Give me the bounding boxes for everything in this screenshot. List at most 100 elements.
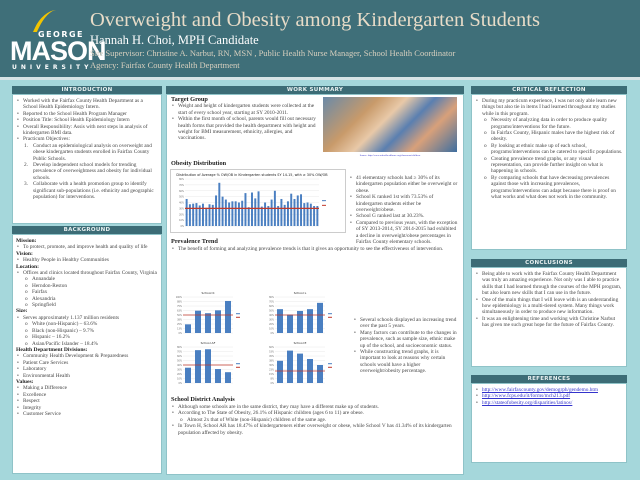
bar	[195, 310, 201, 333]
work-summary-heading: WORK SUMMARY	[166, 86, 464, 94]
y-tick-label: 40%	[177, 364, 182, 367]
district-analysis-label: School District Analysis	[171, 396, 235, 403]
target-item: Weight and height of kindergarten studen…	[171, 103, 319, 116]
bar	[309, 203, 312, 226]
location-label: Location:	[16, 263, 39, 270]
y-tick-label: 100%	[176, 296, 182, 299]
bar	[195, 350, 201, 383]
legend-swatch	[328, 366, 332, 368]
trend-charts: School K 0% 13% 25% 38% 50% 63% 75% 88% 100% Schoo…	[171, 291, 351, 391]
district-item: In Town H, School AR has 18.47% of kinde…	[171, 423, 461, 436]
y-tick-label: 40%	[269, 314, 274, 317]
y-tick-label: 25%	[177, 323, 182, 326]
y-tick-label: 38%	[177, 319, 182, 322]
location-item: Herndon-Reston	[16, 283, 158, 290]
location-text: Offices and clinics located throughout F…	[16, 270, 158, 277]
reflection-item: By looking at ethnic make up of each sch…	[475, 143, 623, 156]
legend-swatch	[328, 363, 332, 365]
reference-link[interactable]: http://www.fcps.edu/it/forms/mch213.pdf	[482, 393, 571, 400]
value-item: Excellence	[16, 392, 158, 399]
demographic-item: Hispanic – 16.2%	[16, 334, 158, 341]
legend-swatch	[236, 366, 240, 368]
children-photo	[323, 97, 457, 152]
demographic-item: White (non-Hispanic) – 63.6%	[16, 321, 158, 328]
poster-header: GEORGE MASON UNIVERSITY Overweight and O…	[0, 0, 640, 80]
division-item: Environmental Health	[16, 373, 158, 380]
bar	[198, 205, 201, 226]
y-tick-label: 80%	[179, 178, 184, 181]
references-panel: http://www.fairfaxcounty.gov/demogrph/ge…	[471, 383, 627, 463]
bar	[241, 200, 244, 226]
bar	[251, 192, 253, 226]
background-heading: BACKGROUND	[12, 226, 162, 234]
y-tick-label: 10%	[177, 378, 182, 381]
agency: Agency: Fairfax County Health Department	[90, 60, 240, 70]
y-tick-label: 8%	[271, 378, 274, 381]
reflection-intro: During my practicum experience, I was no…	[475, 98, 623, 117]
location-item: Alexandria	[16, 296, 158, 303]
reflection-item: Creating prevalence trend graphs, or any…	[475, 156, 623, 175]
bar	[303, 203, 306, 226]
bar	[224, 199, 227, 226]
bar	[264, 202, 267, 226]
y-tick-label: 10%	[269, 328, 274, 331]
list-number: 3.	[24, 181, 28, 188]
bar	[296, 195, 299, 226]
district-item: According to The State of Obesity, 26.1%…	[171, 410, 461, 417]
prevalence-trend-label: Prevalence Trend	[171, 238, 218, 245]
bar	[293, 198, 296, 226]
y-tick-label: 53%	[269, 351, 274, 354]
obesity-distribution-label: Obesity Distribution	[171, 160, 227, 167]
y-tick-label: 23%	[269, 369, 274, 372]
target-item: Within the first month of school, parent…	[171, 116, 319, 142]
y-tick-label: 20%	[179, 213, 184, 216]
bar	[307, 309, 313, 333]
reference-item: http://www.fairfaxcounty.gov/demogrph/ge…	[475, 387, 623, 394]
demographic-item: Black (non-Hispanic) – 9.7%	[16, 328, 158, 335]
bar	[215, 369, 221, 383]
bar	[205, 349, 211, 383]
location-item: Annandale	[16, 276, 158, 283]
supervisor: Site Supervisor: Christine A. Narbut, RN…	[90, 48, 456, 58]
y-tick-label: 63%	[177, 310, 182, 313]
bar	[254, 198, 257, 226]
objective-item: 2. Develop independent school models for …	[24, 162, 152, 181]
reference-link[interactable]: http://stateofobesity.org/disparities/la…	[482, 399, 573, 406]
bar	[260, 206, 263, 226]
bar	[270, 199, 273, 226]
author: Hannah H. Choi, MPH Candidate	[90, 33, 259, 47]
location-item: Fairfax	[16, 289, 158, 296]
size-text: Serves approximately 1.137 million resid…	[16, 315, 158, 322]
bar	[195, 203, 198, 226]
trend-item: While constructing trend graphs, it is i…	[353, 349, 457, 375]
bar	[205, 207, 208, 226]
y-tick-label: 20%	[269, 323, 274, 326]
y-tick-label: 70%	[179, 184, 184, 187]
bar	[277, 360, 283, 383]
bar	[211, 204, 214, 226]
trend-item: Many factors can contribute to the chang…	[353, 330, 457, 349]
y-tick-label: 60%	[177, 355, 182, 358]
reference-link[interactable]: http://www.fairfaxcounty.gov/demogrph/ge…	[482, 387, 598, 393]
work-summary-panel: Target Group Weight and height of kinder…	[166, 94, 464, 475]
bar	[290, 193, 293, 226]
intro-item: Position Title: School Health Epidemiolo…	[16, 117, 158, 124]
y-tick-label: 60%	[269, 346, 274, 349]
y-tick-label: 0%	[271, 382, 274, 385]
y-tick-label: 30%	[177, 369, 182, 372]
distribution-item: Compared to previous years, with the exc…	[349, 220, 459, 246]
bar	[316, 206, 319, 226]
bar	[185, 198, 188, 226]
bar	[317, 365, 323, 383]
gmu-logo: GEORGE MASON UNIVERSITY	[8, 6, 106, 74]
objective-item: 3. Collaborate with a health promotion gr…	[24, 181, 154, 201]
bar	[234, 201, 237, 226]
bar	[277, 309, 283, 333]
y-tick-label: 50%	[179, 196, 184, 199]
value-item: Making a Difference	[16, 385, 158, 392]
distribution-item: School G ranked last at 30.23%.	[349, 213, 459, 220]
divisions-label: Health Department Divisions:	[16, 346, 88, 353]
y-tick-label: 13%	[177, 328, 182, 331]
y-tick-label: 0%	[181, 225, 184, 228]
district-item: Although some schools are in the same di…	[171, 404, 461, 411]
